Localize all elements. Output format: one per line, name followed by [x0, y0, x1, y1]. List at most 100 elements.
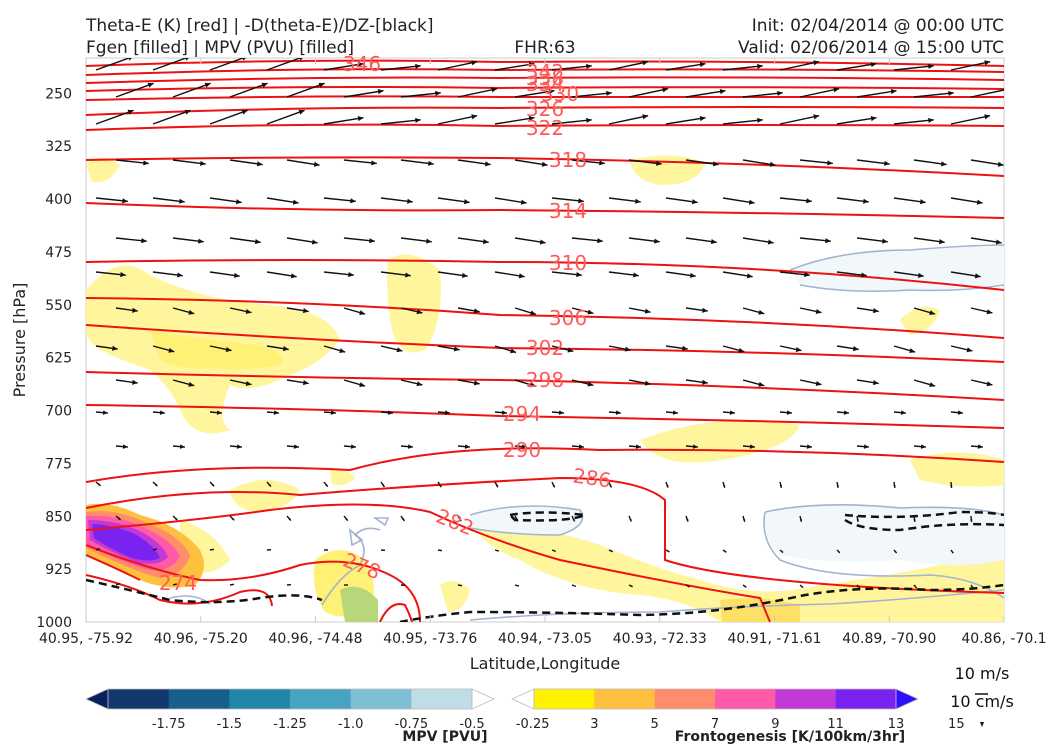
y-tick-label: 625	[45, 351, 72, 367]
wind-arrow-head	[233, 272, 240, 278]
theta-e-label: 346	[343, 52, 381, 76]
wind-arrow-head	[188, 309, 195, 315]
colorbar-tick-label: -0.75	[395, 717, 429, 732]
wind-arrow-shaft	[437, 114, 478, 125]
wind-arrow-head	[261, 82, 268, 88]
wind-arrow-head	[463, 199, 470, 205]
fgen-fill	[86, 157, 120, 183]
colorbar-tick-label: -1.75	[152, 717, 186, 732]
wind-arrow-head	[97, 548, 100, 550]
wind-arrow-head	[292, 199, 299, 205]
wind-arrow-head	[644, 380, 651, 386]
theta-e-label: 290	[503, 438, 541, 462]
forecast-hour: FHR:63	[514, 38, 575, 58]
wind-arrow-head	[997, 161, 1004, 167]
wind-arrow-head	[302, 380, 309, 386]
wind-arrow-head	[870, 62, 877, 68]
wind-arrow-head	[656, 160, 662, 166]
wind-arrow-shaft	[457, 87, 498, 98]
mpv-contour	[764, 504, 1004, 516]
wind-arrow-head	[744, 585, 747, 588]
wind-arrow-head	[482, 239, 489, 245]
colorbar-tick-label: -0.5	[459, 717, 484, 732]
wind-arrow-head	[799, 519, 802, 522]
colorbar-tick-label: -1.25	[273, 717, 307, 732]
wind-arrow-head	[416, 381, 423, 387]
wind-arrow-shaft	[970, 89, 1004, 98]
x-tick-label: 40.96, -75.20	[154, 631, 248, 647]
wind-arrow-head	[117, 517, 121, 520]
mpv-contour	[789, 244, 1004, 271]
wind-arrow-head	[804, 272, 810, 278]
wind-arrow-head	[453, 346, 460, 352]
wind-arrow-head	[521, 444, 527, 449]
wind-arrow-head	[282, 346, 289, 352]
valid-time: Valid: 02/06/2014 @ 15:00 UTC	[738, 38, 1004, 58]
wind-arrow-head	[520, 199, 527, 205]
wind-arrow-head	[120, 272, 126, 278]
wind-arrow-head	[396, 347, 403, 353]
wind-arrow-head	[586, 117, 592, 123]
wind-arrow-head	[573, 585, 576, 587]
wind-arrow-head	[491, 87, 498, 93]
wind-arrow-shaft	[343, 159, 377, 165]
wind-arrow-shaft	[551, 119, 592, 125]
wind-arrow-head	[913, 519, 916, 522]
wind-arrow-head	[268, 483, 271, 487]
wind-arrow-shaft	[323, 63, 364, 71]
wind-arrow-head	[357, 62, 364, 68]
colorbar-tick-label: 3	[590, 717, 598, 732]
wind-arrow-head	[606, 90, 612, 96]
mpv-contour	[469, 505, 584, 536]
y-tick-label: 925	[45, 562, 72, 578]
colorbar-swatch	[411, 689, 473, 709]
wind-arrow-head	[231, 517, 235, 521]
mpv-contour	[799, 284, 1004, 293]
wind-arrow-head	[242, 58, 246, 61]
wind-arrow-head	[894, 551, 897, 554]
wind-arrow-shaft	[152, 58, 189, 71]
y-tick-label: 550	[45, 298, 72, 314]
mpv-fill	[764, 504, 1004, 565]
wind-arrow-head	[127, 109, 134, 115]
wind-arrow-head	[843, 410, 849, 415]
wind-arrow-shaft	[380, 65, 421, 71]
wind-arrow-head	[642, 60, 649, 66]
mpv-fill	[790, 245, 1004, 292]
wind-arrow-head	[984, 114, 991, 120]
wind-arrow-head	[749, 444, 755, 449]
wind-arrow-head	[872, 380, 879, 386]
colorbar-swatch	[835, 689, 897, 709]
wind-arrow-head	[689, 272, 696, 278]
wind-arrow-head	[122, 444, 128, 449]
wind-arrow-head	[769, 161, 776, 167]
wind-arrow-head	[813, 60, 820, 66]
colorbar-extension-low	[85, 688, 109, 710]
wind-arrow-head	[464, 444, 470, 449]
wind-arrow-head	[402, 518, 405, 521]
wind-arrow-head	[644, 308, 651, 314]
theta-e-label: 330	[541, 82, 579, 106]
wind-arrow-shaft	[913, 159, 947, 166]
wind-arrow-head	[872, 308, 879, 314]
wind-arrow-head	[175, 583, 177, 586]
wind-arrow-head	[576, 272, 582, 278]
wind-arrow-head	[893, 485, 896, 488]
x-axis-label: Latitude,Longitude	[470, 654, 621, 673]
wind-arrow-head	[541, 161, 548, 167]
wind-arrow-head	[288, 517, 291, 521]
wind-arrow-head	[405, 272, 411, 278]
wind-arrow-head	[517, 584, 519, 587]
wind-arrow-head	[971, 586, 974, 589]
wind-arrow-head	[435, 90, 441, 96]
wind-arrow-head	[371, 160, 377, 166]
wind-arrow-head	[977, 444, 983, 449]
wind-arrow-head	[692, 444, 698, 449]
title-line-1: Theta-E (K) [red] | -D(theta-E)/DZ-[blac…	[85, 16, 434, 36]
wind-arrow-shaft	[266, 58, 303, 71]
theta-e-label: 334	[526, 72, 564, 96]
wind-reference-vertical-arrow	[980, 722, 984, 727]
wind-arrow-head	[235, 199, 242, 205]
wind-arrow-head	[346, 584, 348, 586]
wind-arrow-head	[302, 308, 309, 314]
